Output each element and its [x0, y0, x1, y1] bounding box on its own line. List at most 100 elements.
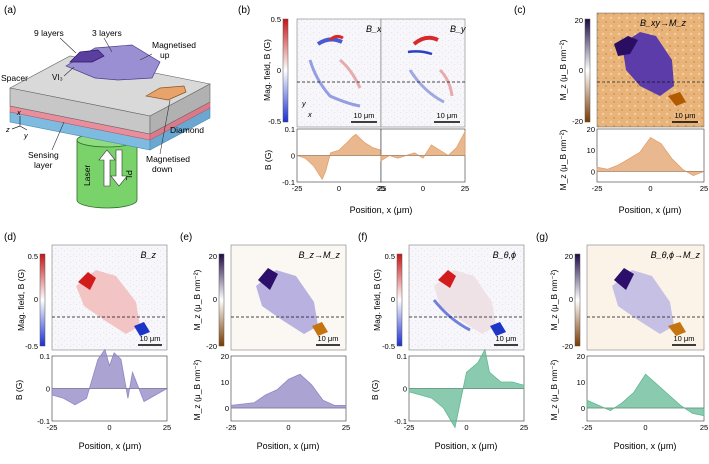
scalebar-e: 10 μm [318, 334, 339, 343]
colorbar-d: 0.5 0 -0.5 Mag. field, B (G) [16, 252, 46, 351]
cb-f-label: Mag. field, B (G) [372, 269, 382, 331]
profile-area [596, 136, 705, 177]
x-tick-label: 25 [163, 423, 171, 432]
title-g: B_θ,ϕ→M_z [651, 250, 701, 260]
map-f: B_θ,ϕ 10 μm [408, 244, 525, 351]
scalebar-f: 10 μm [496, 334, 517, 343]
y-tick-label: 20 [587, 125, 595, 134]
colorbar-f: 0.5 0 -0.5 Mag. field, B (G) [372, 252, 403, 351]
cb-d-max: 0.5 [28, 252, 38, 261]
title-c: B_xy→M_z [640, 18, 687, 28]
label-9-layers: 9 layers [34, 28, 64, 38]
cb-e-max: 20 [209, 252, 217, 261]
panel-label-e: (e) [180, 232, 192, 243]
map-axis-y: y [301, 99, 307, 108]
panel-a: (a) 9 layers 3 layers Magnetised up Spac… [1, 5, 211, 209]
profile-area [230, 373, 347, 409]
cb-g-mid: 0 [569, 295, 573, 304]
y-tick-label: 0 [225, 404, 229, 413]
cb-c-min: -20 [572, 117, 583, 126]
ylabel-d: B (G) [14, 380, 24, 400]
map-c: B_xy→M_z 10 μm [596, 12, 705, 128]
ylabel-e: M_z (μ_B nm⁻²) [192, 359, 202, 420]
profile-area [586, 373, 705, 417]
y-tick-label: 0.1 [285, 125, 295, 134]
x-tick-label: 25 [342, 423, 350, 432]
xlabel-e: Position, x (μm) [257, 441, 320, 451]
arrow-down-icon [110, 149, 128, 187]
xlabel-d: Position, x (μm) [79, 441, 142, 451]
x-tick-label: 25 [461, 184, 469, 193]
arrow-up-icon [98, 149, 116, 187]
map-g: B_θ,ϕ→M_z 10 μm [586, 244, 705, 351]
cb-max: 0.5 [271, 15, 281, 24]
label-layer: layer [34, 160, 53, 170]
xlabel-b: Position, x (μm) [350, 205, 413, 215]
axes-triad-icon [11, 116, 28, 131]
x-tick-label: -25 [404, 423, 415, 432]
x-tick-label: 0 [464, 423, 468, 432]
label-magnetised-down-1: Magnetised [146, 154, 190, 164]
x-tick-label: 0 [648, 184, 652, 193]
label-magnetised-up-1: Magnetised [152, 40, 196, 50]
ylabel-b: B (G) [263, 150, 273, 170]
panel-label-f: (f) [358, 232, 367, 243]
y-tick-label: 0.1 [397, 352, 407, 361]
scalebar-c: 10 μm [675, 111, 696, 120]
label-magnetised-down-2: down [152, 164, 173, 174]
y-tick-label: 10 [577, 378, 585, 387]
colorbar-e: 20 0 -20 M_z (μ_B nm⁻²) [192, 252, 225, 351]
cb-min: -0.5 [268, 117, 281, 126]
label-spacer: Spacer [1, 73, 28, 83]
cb-label: Mag. field, B (G) [262, 39, 272, 101]
label-pl: PL [124, 170, 134, 181]
title-f: B_θ,ϕ [493, 250, 516, 260]
xlabel-f: Position, x (μm) [435, 441, 498, 451]
cb-d-mid: 0 [34, 295, 38, 304]
x-tick-label: 0 [337, 184, 341, 193]
axis-y-label: y [23, 131, 29, 140]
y-tick-label: 0 [591, 167, 595, 176]
cb-c-label: M_z (μ_B nm⁻²) [558, 39, 568, 100]
y-tick-label: 0 [403, 385, 407, 394]
y-tick-label: -0.1 [37, 417, 50, 426]
scalebar-b2: 10 μm [437, 111, 458, 120]
panel-label-b: (b) [238, 5, 250, 16]
colorbar-c: 20 0 -20 M_z (μ_B nm⁻²) [558, 16, 591, 126]
panel-label-a: (a) [4, 5, 16, 16]
cb-mid: 0 [277, 66, 281, 75]
cb-g-min: -20 [562, 342, 573, 351]
ylabel-g: M_z (μ_B nm⁻²) [549, 359, 559, 420]
cb-f-min: -0.5 [382, 342, 395, 351]
x-tick-label: 0 [421, 184, 425, 193]
x-tick-label: 0 [286, 423, 290, 432]
label-3-layers: 3 layers [92, 28, 122, 38]
title-bx: B_x [366, 24, 382, 34]
cb-f-max: 0.5 [385, 252, 395, 261]
x-tick-label: -25 [592, 184, 603, 193]
title-by: B_y [450, 24, 466, 34]
title-e: B_z→M_z [298, 250, 340, 260]
x-tick-label: 0 [643, 423, 647, 432]
x-tick-label: -25 [47, 423, 58, 432]
flake-9-layers [69, 49, 105, 63]
profile-area [51, 348, 169, 406]
x-tick-label: 25 [520, 423, 528, 432]
scalebar-g: 10 μm [674, 334, 695, 343]
cb-c-max: 20 [575, 16, 583, 25]
axis-z-label: z [5, 125, 10, 134]
xlabel-c: Position, x (μm) [619, 205, 682, 215]
label-sensing: Sensing [28, 150, 59, 160]
ylabel-c: M_z (μ_B nm⁻²) [558, 129, 568, 190]
ylabel-f: B (G) [370, 380, 380, 400]
map-axis-x: x [307, 110, 312, 119]
y-tick-label: -0.1 [394, 417, 407, 426]
x-tick-label: -25 [292, 184, 303, 193]
x-tick-label: 25 [700, 184, 708, 193]
y-tick-label: 0 [581, 404, 585, 413]
y-tick-label: 20 [577, 352, 585, 361]
x-tick-label: -25 [226, 423, 237, 432]
axis-x-label: x [16, 108, 21, 117]
